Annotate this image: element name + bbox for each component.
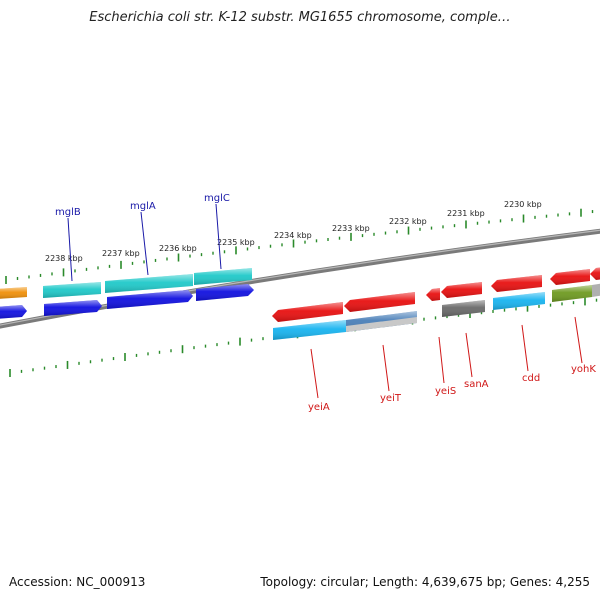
gene-label-mglB[interactable]: mglB [55,207,81,218]
gene-label-yohK[interactable]: yohK [571,364,596,375]
scale-label: 2231 kbp [447,209,485,218]
scale-label: 2234 kbp [274,231,312,240]
accession-text: Accession: NC_000913 [9,575,146,589]
scale-label: 2232 kbp [389,217,427,226]
scale-ticks-top [5,208,594,284]
bottom-strand-genes[interactable] [272,267,600,340]
gene-label-cdd[interactable]: cdd [522,373,540,384]
gene-label-yeiS[interactable]: yeiS [435,386,456,397]
topology-text: Topology: circular; Length: 4,639,675 bp… [260,575,590,589]
gene-label-yeiA[interactable]: yeiA [308,402,330,413]
scale-label: 2235 kbp [217,238,255,247]
scale-label: 2230 kbp [504,200,542,209]
scale-label: 2237 kbp [102,249,140,258]
leader-lines [67,203,583,399]
gene-label-yeiT[interactable]: yeiT [380,393,402,404]
gene-labels: mglB mglA mglC yeiA yeiT yeiS sanA cdd y… [55,193,596,413]
top-strand-genes[interactable] [0,268,254,319]
map-title: Escherichia coli str. K-12 substr. MG165… [89,10,511,25]
gene-label-mglA[interactable]: mglA [130,201,156,212]
scale-label: 2236 kbp [159,244,197,253]
scale-label: 2233 kbp [332,224,370,233]
gene-label-mglC[interactable]: mglC [204,193,230,204]
scale-label: 2238 kbp [45,254,83,263]
scale-labels: 2238 kbp 2237 kbp 2236 kbp 2235 kbp 2234… [45,200,542,263]
gene-label-sanA[interactable]: sanA [464,379,489,390]
